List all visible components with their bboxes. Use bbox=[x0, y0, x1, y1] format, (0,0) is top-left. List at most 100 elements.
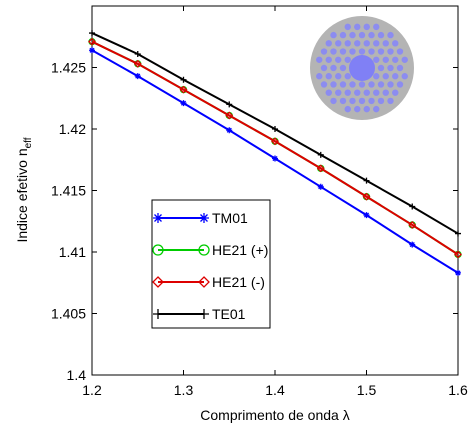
data-point bbox=[134, 50, 141, 57]
y-tick-label: 1.42 bbox=[59, 121, 86, 137]
legend bbox=[151, 199, 271, 329]
fiber-hole bbox=[320, 64, 328, 72]
y-tick-label: 1.405 bbox=[51, 306, 86, 322]
data-point bbox=[225, 111, 234, 120]
data-point bbox=[317, 151, 324, 158]
data-point bbox=[408, 221, 417, 229]
legend-marker bbox=[198, 244, 210, 256]
data-point bbox=[89, 30, 95, 37]
fiber-hole bbox=[316, 56, 323, 63]
fiber-hole bbox=[354, 23, 361, 31]
fiber-hole bbox=[349, 31, 356, 39]
fiber-hole bbox=[344, 40, 351, 47]
x-tick-label: 1.2 bbox=[82, 382, 102, 398]
x-tick-label: 1.4 bbox=[265, 382, 285, 398]
data-point bbox=[454, 250, 462, 259]
fiber-hole bbox=[387, 97, 394, 105]
fiber-hole bbox=[349, 97, 356, 105]
x-tick-label: 1.5 bbox=[357, 382, 377, 398]
y-axis-label: Indice efetivo neff bbox=[14, 137, 34, 242]
legend-marker bbox=[152, 244, 164, 256]
y-tick-label: 1.425 bbox=[51, 60, 86, 76]
fiber-hole bbox=[316, 73, 323, 80]
data-point bbox=[455, 269, 461, 276]
fiber-hole bbox=[363, 23, 370, 31]
data-point bbox=[272, 155, 278, 162]
y-tick-label: 1.415 bbox=[51, 183, 86, 199]
fiber-hole bbox=[387, 31, 394, 39]
fiber-hole bbox=[396, 64, 404, 72]
data-point bbox=[316, 164, 325, 173]
fiber-hole bbox=[358, 48, 366, 55]
fiber-hole bbox=[373, 105, 380, 113]
fiber-hole bbox=[363, 40, 370, 47]
fiber-hole bbox=[392, 89, 399, 96]
fiber-hole bbox=[401, 56, 408, 63]
fiber-hole bbox=[325, 73, 332, 80]
fiber-hole bbox=[344, 89, 351, 96]
fiber-hole bbox=[344, 105, 351, 113]
fiber-hole bbox=[335, 73, 342, 80]
legend-marker bbox=[199, 213, 209, 223]
fiber-hole bbox=[339, 97, 347, 105]
fiber-hole bbox=[377, 97, 385, 105]
x-axis-label: Comprimento de onda λ bbox=[200, 407, 349, 423]
fiber-hole bbox=[354, 89, 361, 96]
data-point bbox=[133, 59, 142, 68]
fiber-hole bbox=[344, 56, 351, 63]
data-point bbox=[134, 73, 141, 80]
data-point bbox=[226, 101, 233, 108]
data-point bbox=[317, 183, 324, 190]
fiber-hole bbox=[358, 97, 366, 105]
fiber-hole bbox=[392, 56, 399, 63]
data-point bbox=[362, 192, 371, 201]
legend-label: TM01 bbox=[212, 210, 248, 226]
legend-marker bbox=[152, 276, 164, 288]
legend-label: TE01 bbox=[212, 306, 246, 322]
legend-label: HE21 (-) bbox=[212, 274, 265, 290]
fiber-hole bbox=[368, 97, 375, 105]
legend-marker bbox=[153, 213, 163, 223]
x-tick-label: 1.6 bbox=[448, 382, 468, 398]
fiber-hole bbox=[339, 81, 347, 88]
fiber-hole bbox=[363, 89, 370, 96]
fiber-hole bbox=[358, 31, 366, 39]
fiber-hole bbox=[339, 31, 347, 39]
fiber-hole bbox=[368, 48, 375, 55]
fiber-hole bbox=[325, 56, 332, 63]
fiber-hole bbox=[320, 81, 328, 88]
fiber-hole bbox=[325, 89, 332, 96]
y-tick-label: 1.4 bbox=[67, 367, 87, 383]
fiber-hole bbox=[382, 40, 389, 47]
fiber-hole bbox=[330, 48, 337, 55]
fiber-hole bbox=[330, 64, 337, 72]
y-axis-label-group: Indice efetivo neff bbox=[14, 137, 34, 242]
fiber-hole bbox=[339, 48, 347, 55]
data-point bbox=[272, 126, 278, 132]
fiber-hole bbox=[382, 89, 389, 96]
fiber-hole bbox=[358, 81, 366, 88]
data-point bbox=[179, 85, 188, 94]
fiber-hole bbox=[377, 31, 385, 39]
fiber-hole bbox=[335, 40, 342, 47]
fiber-hole bbox=[387, 48, 394, 55]
data-point bbox=[363, 177, 370, 184]
fiber-hole bbox=[344, 23, 351, 31]
legend-marker bbox=[199, 309, 209, 319]
fiber-hole bbox=[396, 81, 404, 88]
fiber-hole bbox=[387, 81, 394, 88]
legend-label: HE21 (+) bbox=[212, 242, 268, 258]
fiber-hole bbox=[382, 73, 389, 80]
fiber-hole bbox=[401, 73, 408, 80]
fiber-hole bbox=[335, 56, 342, 63]
fiber-hole bbox=[373, 73, 380, 80]
series-line bbox=[91, 40, 459, 256]
fiber-hole bbox=[382, 56, 389, 63]
fiber-hole bbox=[373, 23, 380, 31]
fiber-hole bbox=[325, 40, 332, 47]
data-point bbox=[409, 203, 416, 210]
fiber-hole bbox=[377, 64, 385, 72]
x-tick-label: 1.3 bbox=[174, 382, 194, 398]
fiber-core bbox=[349, 55, 375, 81]
data-point bbox=[180, 76, 187, 83]
